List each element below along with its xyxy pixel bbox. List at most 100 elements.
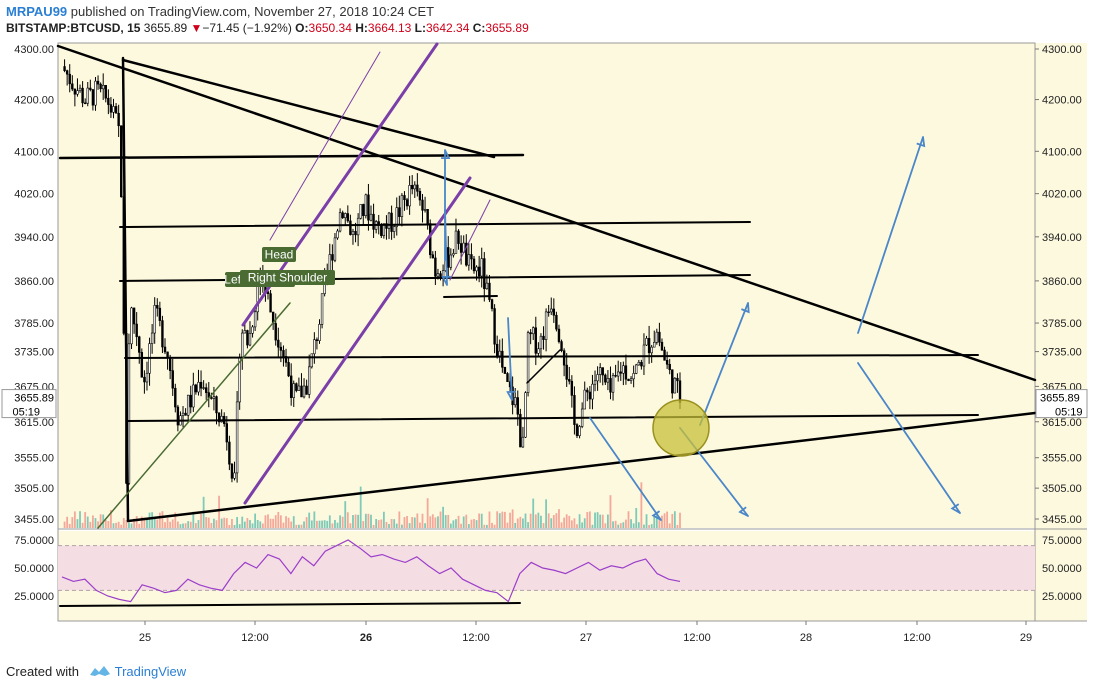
candle-body	[398, 207, 401, 217]
candle-body	[467, 254, 471, 266]
candle-body	[640, 362, 643, 367]
long-down-arrow-head	[950, 503, 961, 514]
candle-body	[189, 394, 192, 408]
candle-body	[140, 352, 144, 378]
candle-body	[289, 375, 293, 398]
volume-bar	[117, 521, 120, 528]
candle-body	[338, 212, 342, 232]
last-price-right: 3655.89	[1040, 393, 1080, 405]
volume-bar	[130, 523, 133, 528]
volume-bar	[576, 524, 578, 528]
tradingview-logo-icon[interactable]	[89, 661, 111, 685]
candle-body	[503, 366, 507, 374]
candle-body	[632, 373, 635, 380]
candle-body	[573, 395, 576, 425]
symbol-label[interactable]: BITSTAMP:BTCUSD, 15	[6, 21, 141, 35]
price-tick-right: 3505.00	[1042, 483, 1082, 495]
candle-body	[135, 323, 138, 338]
price-tick-left: 3505.00	[14, 483, 54, 495]
price-tick-right: 3455.00	[1042, 514, 1082, 526]
volume-bar	[655, 511, 658, 528]
candle-body	[400, 195, 404, 217]
tradingview-brand[interactable]: TradingView	[114, 664, 187, 679]
volume-bar	[398, 511, 401, 528]
volume-bar	[176, 521, 179, 528]
breakout-up-arrow-head	[741, 302, 750, 314]
candle-body	[217, 412, 221, 423]
volume-bar	[570, 520, 573, 528]
volume-bar	[354, 514, 357, 528]
candle-body	[351, 231, 355, 235]
volume-bar	[251, 523, 254, 528]
candle-body	[380, 224, 383, 236]
volume-bar	[140, 516, 143, 528]
volume-bar	[104, 519, 107, 528]
candle-body	[81, 87, 84, 104]
candle-body	[356, 217, 360, 236]
price-tick-left: 3785.00	[14, 318, 54, 330]
volume-bar	[545, 499, 547, 528]
chart-header: MRPAU99 published on TradingView.com, No…	[6, 3, 1086, 37]
candle-body	[71, 83, 74, 90]
candle-body	[112, 106, 115, 113]
candle-body	[465, 242, 468, 266]
volume-bar	[236, 517, 238, 528]
short-level-line	[443, 295, 498, 298]
candle-body	[390, 212, 393, 232]
volume-bar	[637, 522, 640, 528]
candle-body	[485, 282, 489, 290]
candle-body	[555, 314, 558, 330]
candle-body	[287, 362, 290, 377]
candle-body	[63, 66, 66, 72]
candle-body	[114, 106, 118, 114]
volume-bar	[465, 514, 468, 528]
last-price-tag-left	[1, 389, 57, 419]
volume-bar	[73, 511, 76, 528]
candle-body	[665, 359, 669, 365]
candle-body	[246, 330, 249, 346]
volume-bar	[86, 516, 89, 528]
candle-body	[318, 324, 321, 342]
volume-bar	[189, 521, 192, 528]
volume-bar	[225, 518, 228, 528]
candle-body	[300, 385, 303, 398]
level-line-3735	[124, 354, 979, 359]
candle-body	[405, 199, 409, 207]
volume-bar	[416, 513, 419, 528]
volume-bar	[650, 524, 653, 528]
volume-bar	[388, 524, 390, 528]
candle-body	[529, 332, 532, 335]
candle-body	[78, 87, 82, 91]
volume-bar	[496, 511, 499, 528]
candle-body	[176, 406, 180, 426]
candle-body	[537, 348, 540, 354]
candle-body	[519, 413, 522, 448]
volume-bar	[192, 511, 195, 528]
volume-bar	[617, 524, 620, 528]
author-name[interactable]: MRPAU99	[6, 4, 68, 19]
candle-body	[423, 209, 427, 211]
volume-bar	[346, 512, 349, 528]
volume-bar	[406, 516, 408, 528]
volume-bar	[256, 519, 259, 528]
swing-up-arrow-head	[441, 149, 451, 160]
low-value: 3642.34	[425, 21, 470, 35]
candle-body	[550, 308, 553, 313]
candle-body	[235, 401, 239, 474]
volume-bar	[408, 523, 411, 528]
volume-bar	[534, 514, 537, 528]
volume-bar	[488, 511, 491, 528]
price-tick-right: 4200.00	[1042, 95, 1082, 107]
candle-body	[307, 366, 311, 395]
volume-bar	[151, 512, 154, 528]
last-price: 3655.89	[143, 21, 188, 35]
volume-bar	[668, 523, 671, 528]
volume-bar	[447, 514, 450, 528]
volume-bar	[164, 522, 166, 528]
candle-body	[395, 207, 398, 227]
volume-bar	[267, 514, 269, 528]
price-tick-left: 4200.00	[14, 95, 54, 107]
volume-bar	[66, 516, 69, 528]
last-price-tag-right	[1035, 389, 1088, 419]
